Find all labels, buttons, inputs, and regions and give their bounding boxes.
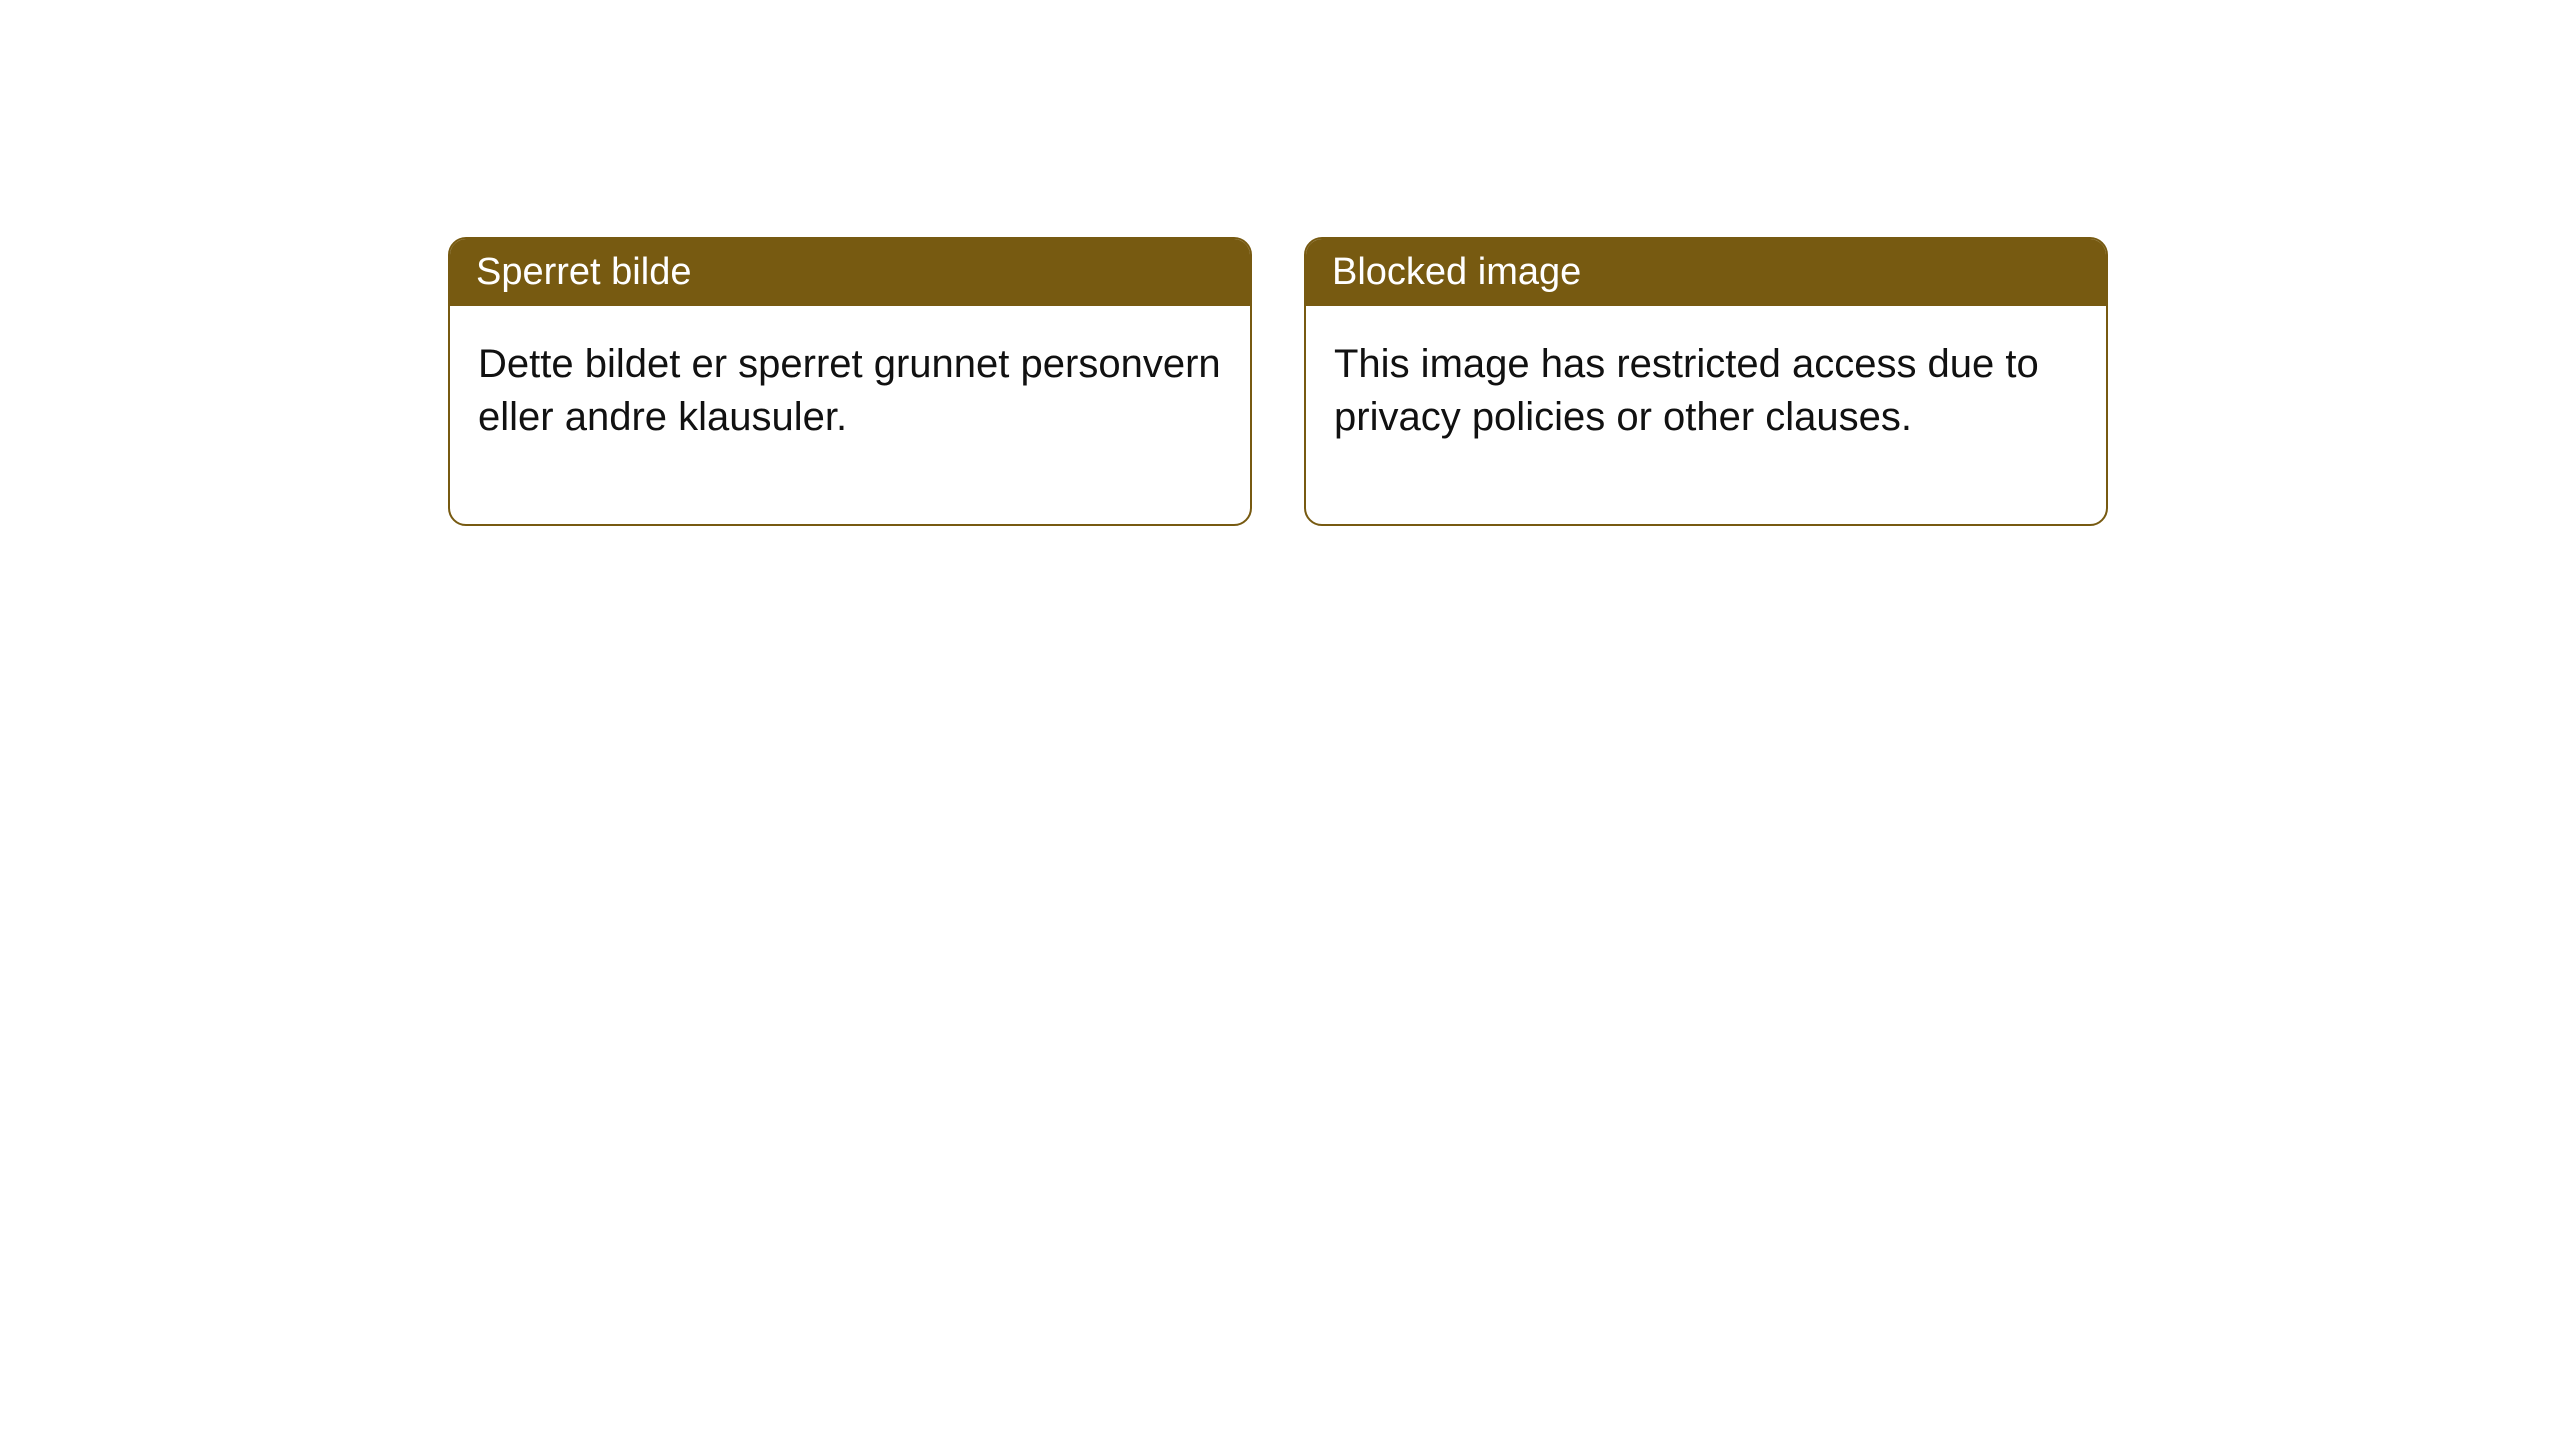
- cards-container: Sperret bilde Dette bildet er sperret gr…: [448, 237, 2108, 526]
- blocked-image-card-en: Blocked image This image has restricted …: [1304, 237, 2108, 526]
- card-body-no: Dette bildet er sperret grunnet personve…: [450, 306, 1250, 524]
- blocked-image-card-no: Sperret bilde Dette bildet er sperret gr…: [448, 237, 1252, 526]
- card-header-no: Sperret bilde: [450, 239, 1250, 306]
- card-body-en: This image has restricted access due to …: [1306, 306, 2106, 524]
- card-header-en: Blocked image: [1306, 239, 2106, 306]
